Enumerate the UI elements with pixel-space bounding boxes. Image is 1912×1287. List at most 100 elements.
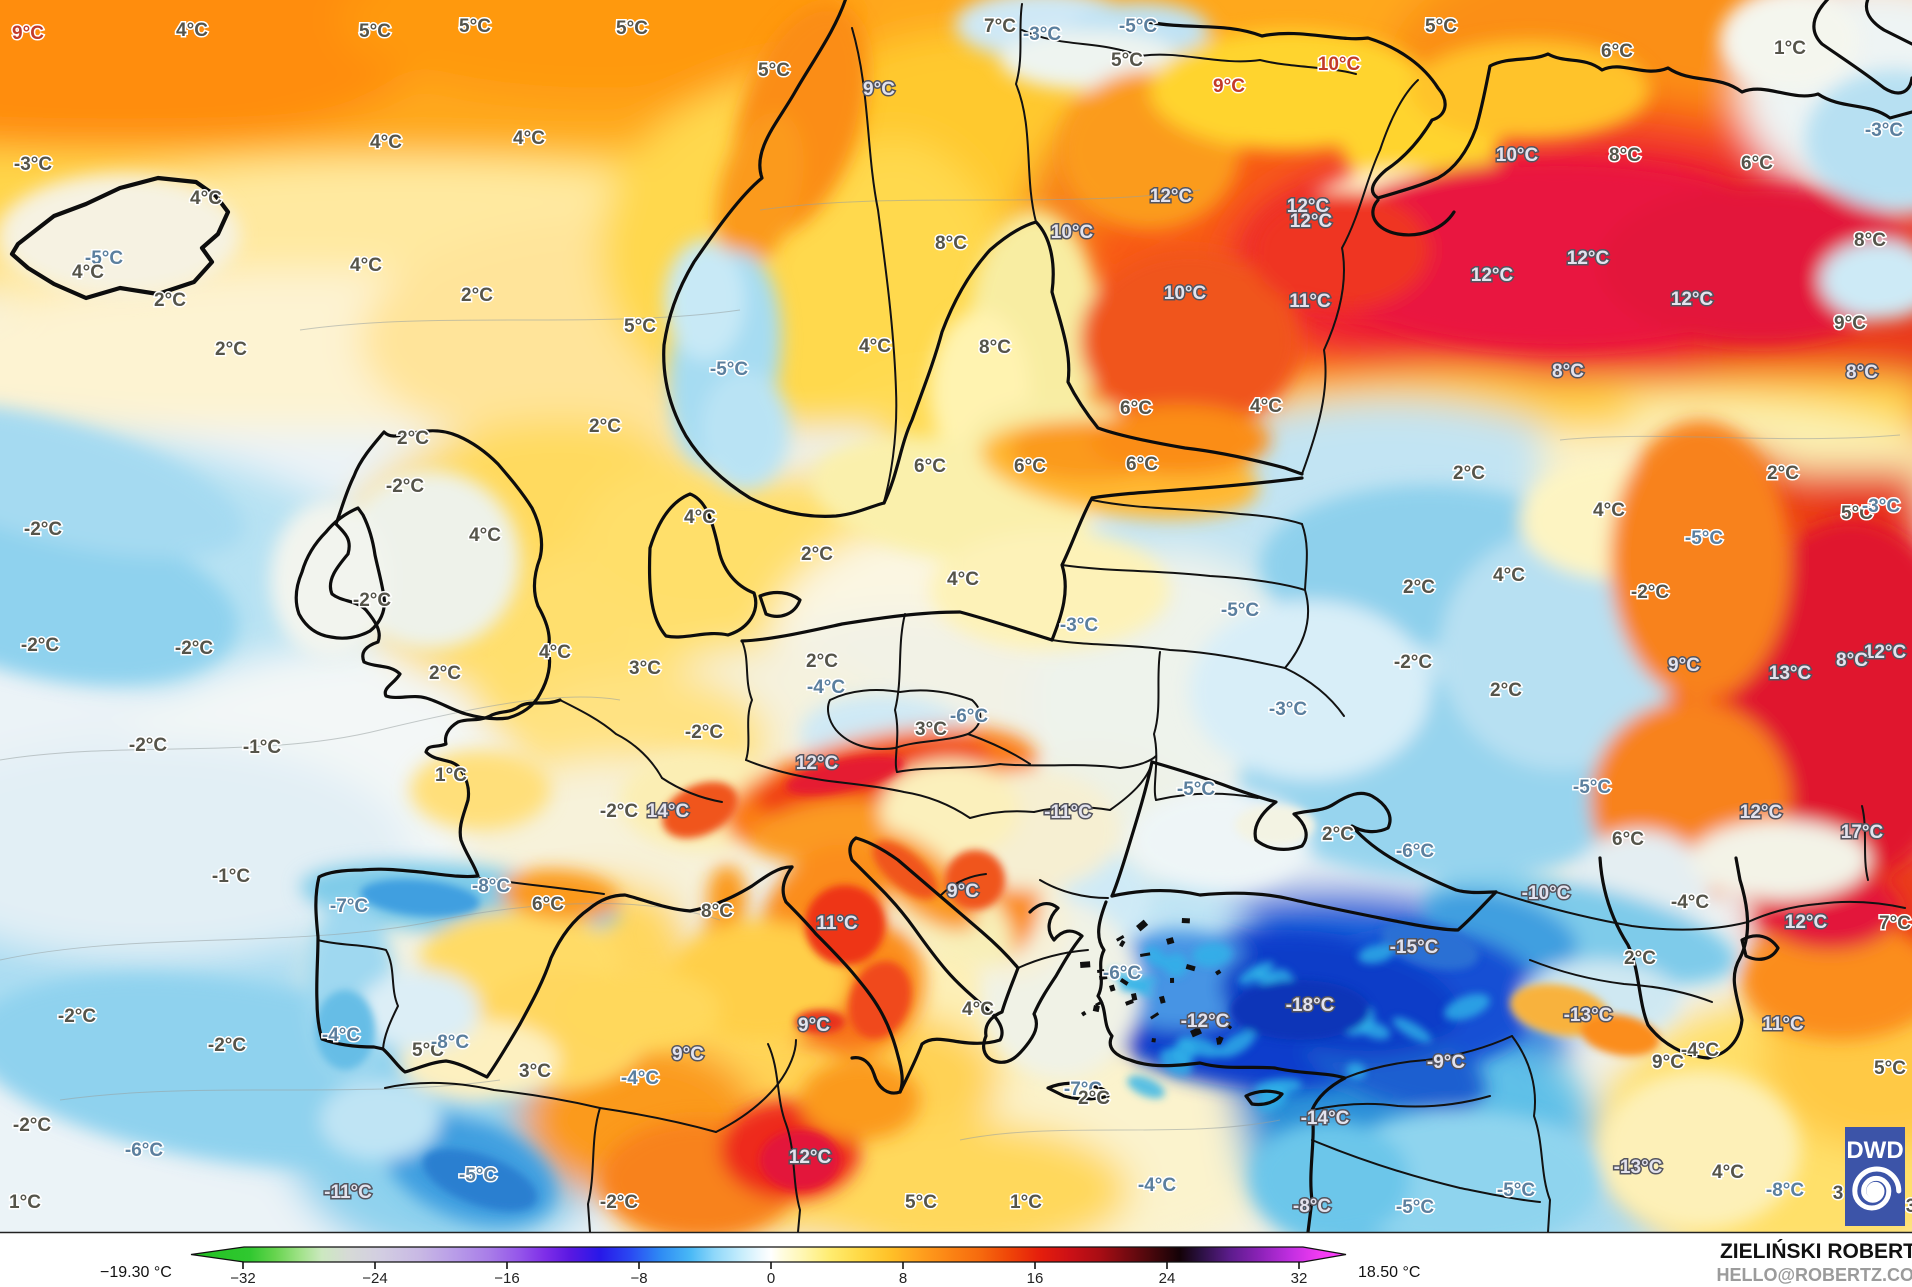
svg-text:10°C: 10°C xyxy=(1164,283,1207,304)
svg-text:ZIELIŃSKI ROBERT: ZIELIŃSKI ROBERT xyxy=(1720,1240,1912,1263)
svg-text:-6°C: -6°C xyxy=(1103,963,1141,984)
svg-text:8: 8 xyxy=(899,1270,907,1287)
svg-text:1°C: 1°C xyxy=(9,1192,41,1213)
svg-text:4°C: 4°C xyxy=(176,20,208,41)
svg-text:-11°C: -11°C xyxy=(1044,802,1092,823)
svg-text:-4°C: -4°C xyxy=(1681,1040,1719,1061)
svg-text:-5°C: -5°C xyxy=(1119,16,1157,37)
svg-text:-4°C: -4°C xyxy=(322,1025,360,1046)
svg-text:3°C: 3°C xyxy=(519,1061,551,1082)
svg-text:2°C: 2°C xyxy=(397,428,429,449)
svg-text:5°C: 5°C xyxy=(1425,16,1457,37)
svg-text:5°C: 5°C xyxy=(1874,1058,1906,1079)
svg-text:2°C: 2°C xyxy=(589,416,621,437)
svg-text:8°C: 8°C xyxy=(1552,361,1584,382)
svg-text:-15°C: -15°C xyxy=(1390,937,1439,958)
svg-text:2°C: 2°C xyxy=(1767,463,1799,484)
svg-text:9°C: 9°C xyxy=(947,881,979,902)
svg-text:-2°C: -2°C xyxy=(600,1192,638,1213)
svg-text:-6°C: -6°C xyxy=(950,706,988,727)
svg-text:2°C: 2°C xyxy=(1078,1088,1110,1109)
svg-text:3°C: 3°C xyxy=(915,719,947,740)
svg-text:11°C: 11°C xyxy=(816,913,858,934)
svg-text:1°C: 1°C xyxy=(1010,1192,1042,1213)
svg-text:7°C: 7°C xyxy=(984,16,1016,37)
svg-text:12°C: 12°C xyxy=(796,753,839,774)
svg-text:-2°C: -2°C xyxy=(600,801,638,822)
svg-text:-10°C: -10°C xyxy=(1522,883,1571,904)
svg-text:-1°C: -1°C xyxy=(212,866,250,887)
svg-text:8°C: 8°C xyxy=(1854,230,1886,251)
svg-text:8°C: 8°C xyxy=(1846,362,1878,383)
svg-text:9°C: 9°C xyxy=(1652,1052,1684,1073)
svg-text:-2°C: -2°C xyxy=(21,635,59,656)
svg-text:4°C: 4°C xyxy=(1593,500,1625,521)
svg-text:7°C: 7°C xyxy=(1879,913,1911,934)
svg-text:-14°C: -14°C xyxy=(1301,1108,1350,1129)
svg-text:-5°C: -5°C xyxy=(1497,1180,1535,1201)
svg-text:-3°C: -3°C xyxy=(1862,496,1900,517)
svg-text:-6°C: -6°C xyxy=(125,1140,163,1161)
svg-text:−16: −16 xyxy=(494,1270,519,1287)
svg-text:12°C: 12°C xyxy=(789,1147,832,1168)
svg-text:9°C: 9°C xyxy=(672,1044,704,1065)
svg-text:-5°C: -5°C xyxy=(1221,600,1259,621)
svg-text:12°C: 12°C xyxy=(1150,186,1193,207)
svg-text:2°C: 2°C xyxy=(1403,577,1435,598)
svg-text:-18°C: -18°C xyxy=(1286,995,1335,1016)
svg-text:1°C: 1°C xyxy=(1774,38,1806,59)
svg-text:4°C: 4°C xyxy=(859,336,891,357)
svg-text:-9°C: -9°C xyxy=(1427,1052,1465,1073)
svg-text:2°C: 2°C xyxy=(1453,463,1485,484)
svg-text:10°C: 10°C xyxy=(1496,145,1539,166)
svg-text:8°C: 8°C xyxy=(1609,145,1641,166)
svg-text:2°C: 2°C xyxy=(1490,680,1522,701)
svg-text:5°C: 5°C xyxy=(359,21,391,42)
svg-text:-5°C: -5°C xyxy=(85,248,123,269)
svg-text:4°C: 4°C xyxy=(962,999,994,1020)
svg-text:-13°C: -13°C xyxy=(1564,1005,1613,1026)
svg-text:6°C: 6°C xyxy=(914,456,946,477)
svg-text:4°C: 4°C xyxy=(1493,565,1525,586)
svg-text:−8: −8 xyxy=(630,1270,647,1287)
svg-text:-5°C: -5°C xyxy=(1177,779,1215,800)
svg-text:-5°C: -5°C xyxy=(459,1165,497,1186)
svg-text:6°C: 6°C xyxy=(1612,829,1644,850)
svg-text:16: 16 xyxy=(1027,1270,1044,1287)
svg-text:-5°C: -5°C xyxy=(1573,777,1611,798)
svg-text:8°C: 8°C xyxy=(979,337,1011,358)
svg-text:6°C: 6°C xyxy=(1741,153,1773,174)
svg-text:9°C: 9°C xyxy=(1834,313,1866,334)
svg-text:12°C: 12°C xyxy=(1567,248,1610,269)
svg-text:-2°C: -2°C xyxy=(386,476,424,497)
svg-text:-2°C: -2°C xyxy=(1631,582,1669,603)
svg-text:5°C: 5°C xyxy=(905,1192,937,1213)
svg-text:-5°C: -5°C xyxy=(1396,1197,1434,1218)
svg-text:-2°C: -2°C xyxy=(13,1115,51,1136)
svg-text:17°C: 17°C xyxy=(1841,822,1884,843)
svg-text:9°C: 9°C xyxy=(1213,76,1245,97)
svg-text:24: 24 xyxy=(1159,1270,1176,1287)
svg-text:-6°C: -6°C xyxy=(1396,841,1434,862)
svg-text:9°C: 9°C xyxy=(12,23,44,44)
svg-text:3: 3 xyxy=(1906,1196,1912,1217)
svg-text:11°C: 11°C xyxy=(1289,291,1331,312)
svg-text:-3°C: -3°C xyxy=(14,154,52,175)
svg-text:6°C: 6°C xyxy=(1126,454,1158,475)
svg-text:-8°C: -8°C xyxy=(1293,1196,1331,1217)
svg-text:5°C: 5°C xyxy=(1841,503,1873,524)
svg-text:-5°C: -5°C xyxy=(1685,528,1723,549)
svg-text:-3°C: -3°C xyxy=(1865,120,1903,141)
svg-text:8°C: 8°C xyxy=(935,233,967,254)
svg-text:4°C: 4°C xyxy=(1712,1162,1744,1183)
svg-text:18.50 °C: 18.50 °C xyxy=(1358,1264,1420,1281)
svg-text:12°C: 12°C xyxy=(1740,802,1783,823)
svg-text:-4°C: -4°C xyxy=(1671,892,1709,913)
svg-text:2°C: 2°C xyxy=(1322,824,1354,845)
svg-text:-2°C: -2°C xyxy=(175,638,213,659)
svg-text:5°C: 5°C xyxy=(1111,50,1143,71)
svg-text:-7°C: -7°C xyxy=(330,896,368,917)
svg-text:-3°C: -3°C xyxy=(1269,699,1307,720)
svg-text:-2°C: -2°C xyxy=(129,735,167,756)
svg-text:-4°C: -4°C xyxy=(1138,1175,1176,1196)
